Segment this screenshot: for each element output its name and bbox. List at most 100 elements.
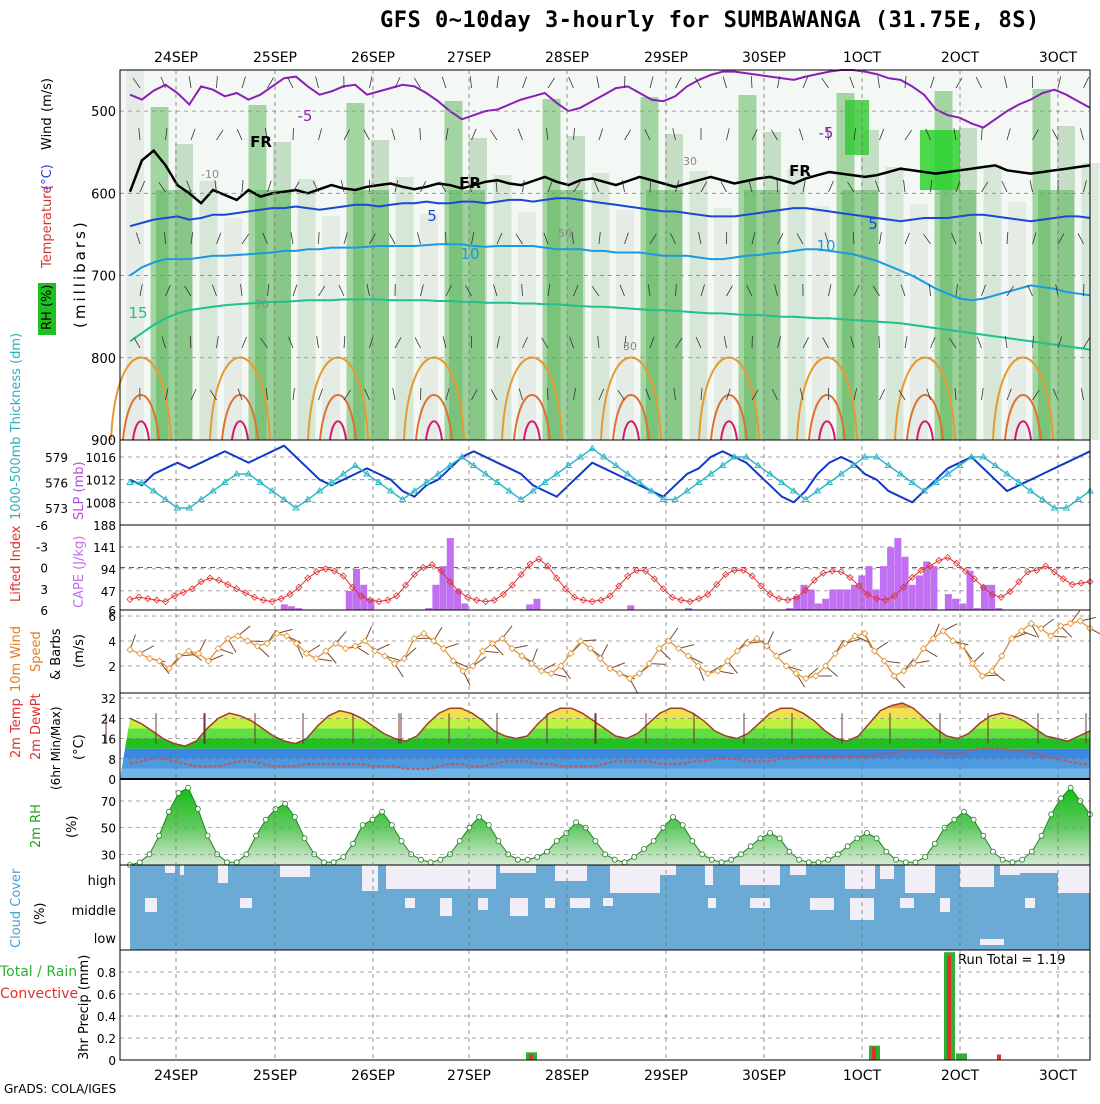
- wind-y-tick: 6: [108, 610, 116, 624]
- rh-marker: [486, 823, 491, 828]
- contour-label: 5: [868, 215, 878, 233]
- cloud-middle-gap: [240, 898, 252, 908]
- precip-ylabel: 3hr Precip (mm): [77, 955, 92, 1060]
- rh-marker: [797, 857, 802, 862]
- contour-label: 10: [816, 237, 835, 255]
- rh-marker: [292, 815, 297, 820]
- cloud-high-gap: [790, 865, 806, 875]
- credit-text: GrADS: COLA/IGES: [4, 1082, 116, 1096]
- precip-convective-bar: [872, 1047, 876, 1060]
- precip-y-tick: 0.8: [97, 966, 116, 980]
- cloud-high-gap: [500, 865, 536, 873]
- temp-band: [120, 749, 1090, 759]
- cloud-high-gap: [180, 865, 184, 875]
- rh-marker: [137, 860, 142, 865]
- date-label-top: 26SEP: [351, 50, 395, 66]
- rh-moist-band: [255, 190, 291, 440]
- rh-marker: [845, 844, 850, 849]
- wind-ylabel-d: (m/s): [72, 634, 87, 668]
- temp-ylabel-b: 2m DewPt: [29, 693, 44, 760]
- cloud-high-gap: [218, 865, 228, 883]
- cloud-middle-gap: [510, 898, 528, 916]
- cloud-high-gap: [1000, 865, 1020, 875]
- rh-moist-band: [940, 190, 976, 440]
- thickness-y-tick: 573: [45, 502, 68, 516]
- contour-label: -5: [298, 107, 313, 125]
- temp-y-tick: 16: [101, 733, 116, 747]
- cloud-low-gap: [980, 939, 1004, 945]
- thickness-ylabel: 1000-500mb Thickness (dm): [9, 333, 24, 520]
- cape-bar: [894, 538, 901, 610]
- cape-bar: [930, 566, 937, 610]
- cloud-high-gap: [386, 865, 496, 889]
- li-y-tick: -6: [36, 519, 48, 533]
- cape-bar: [447, 538, 454, 610]
- rh-shading-column: [126, 70, 144, 440]
- contour-label: 15: [128, 304, 147, 322]
- temp-ylabel-c: (6hr Min/Max): [49, 707, 63, 791]
- rh-marker: [574, 820, 579, 825]
- cape-bar: [844, 589, 851, 610]
- li-y-tick: 0: [40, 562, 48, 576]
- date-label-top: 25SEP: [253, 50, 297, 66]
- date-label-top: 1OCT: [843, 50, 882, 66]
- cape-bar: [346, 591, 353, 610]
- wind-ylabel-b: Speed: [29, 631, 44, 672]
- contour-label: FR: [789, 162, 811, 180]
- precip-total-bar: [956, 1053, 967, 1060]
- rh-marker: [894, 857, 899, 862]
- cloud-middle-gap: [708, 898, 716, 908]
- wind-speed-marker: [343, 646, 349, 652]
- cloud-middle-gap: [405, 898, 415, 908]
- wind-speed-marker: [137, 651, 143, 657]
- cloud-middle-gap: [1025, 898, 1035, 908]
- cloud-middle-gap: [750, 898, 770, 908]
- rh-y-tick: 70: [101, 795, 116, 809]
- cloud-middle-gap: [850, 898, 874, 920]
- rh-ylabel-a: 2m RH: [29, 804, 44, 848]
- rh-shading-column: [690, 171, 708, 440]
- cloud-level-label: high: [88, 874, 116, 889]
- date-label-top: 27SEP: [447, 50, 491, 66]
- rh-marker: [690, 839, 695, 844]
- cloud-high-gap: [705, 865, 713, 885]
- rh-y-tick: 50: [101, 822, 116, 836]
- rh-shading-column: [616, 210, 634, 440]
- rh-marker: [758, 836, 763, 841]
- rh-marker: [341, 855, 346, 860]
- upper-y-tick: 800: [91, 352, 116, 367]
- rh-shading-column: [910, 204, 928, 440]
- cloud-middle-gap: [145, 898, 157, 912]
- cape-bar: [281, 604, 288, 610]
- rh-marker: [709, 857, 714, 862]
- precip-convective-bar: [947, 956, 951, 1061]
- cape-bar: [533, 599, 540, 610]
- wind-y-tick: 2: [108, 660, 116, 674]
- panel-frame-wind: [120, 610, 1090, 693]
- rh-marker: [254, 833, 259, 838]
- rh-marker: [913, 860, 918, 865]
- cloud-middle-gap: [940, 898, 950, 912]
- temp-band: [120, 739, 1090, 749]
- thickness-line: [130, 449, 1090, 509]
- rh-shading-column: [224, 218, 242, 440]
- cloud-high-gap: [905, 865, 935, 893]
- rh-marker: [641, 847, 646, 852]
- rh-ylabel-b: (%): [65, 816, 80, 839]
- cape-ylabel: CAPE (J/kg): [72, 536, 87, 608]
- rh-marker: [593, 839, 598, 844]
- rh-marker: [719, 860, 724, 865]
- contour-label: FR: [250, 133, 272, 151]
- cape-bar: [526, 604, 533, 610]
- rh-marker: [971, 817, 976, 822]
- precip-legend-total: Total / Rain: [0, 964, 77, 980]
- rh-marker: [302, 836, 307, 841]
- date-label-top: 28SEP: [545, 50, 589, 66]
- upper-y-tick: 900: [91, 434, 116, 449]
- panel-frame-thick: [120, 440, 1090, 525]
- li-y-tick: 3: [40, 583, 48, 597]
- precip-y-tick: 0.6: [97, 988, 116, 1002]
- rh-marker: [671, 815, 676, 820]
- temp-band: [120, 708, 1090, 718]
